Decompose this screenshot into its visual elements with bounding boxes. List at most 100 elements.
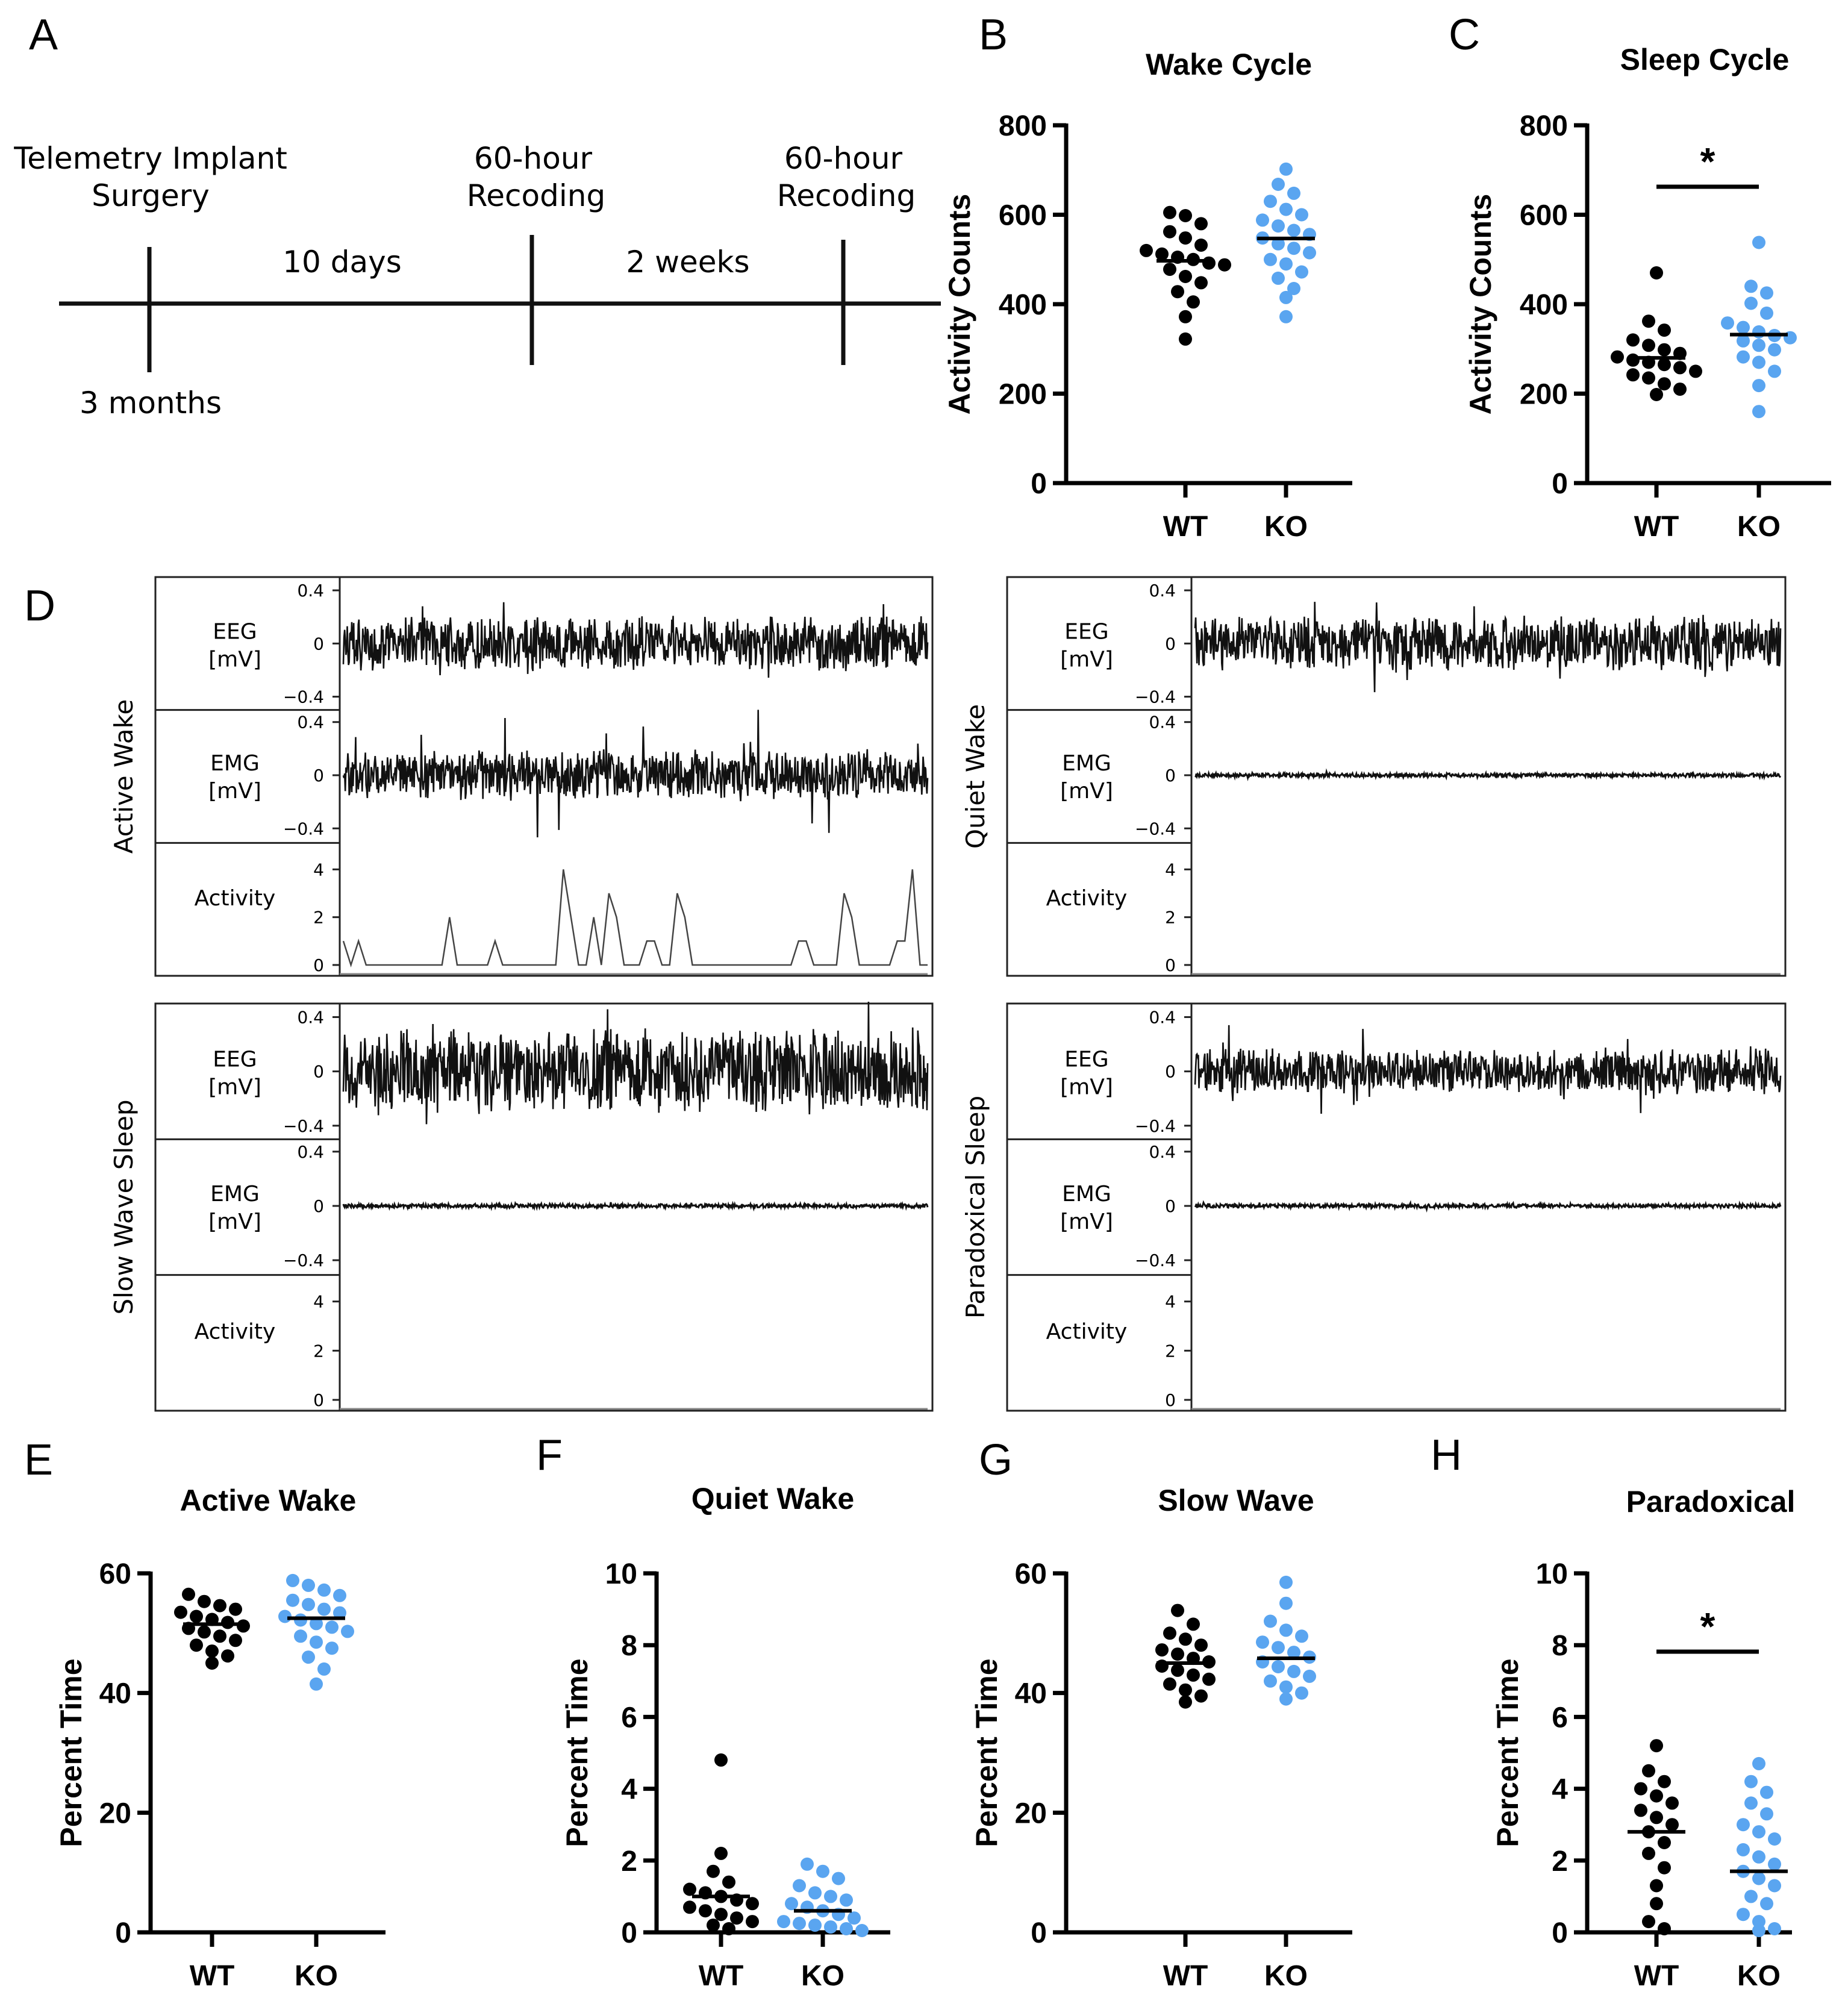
y-tick-label: 600 — [1520, 200, 1568, 232]
data-point — [1673, 382, 1687, 396]
y-tick-label: 10 — [605, 1558, 637, 1590]
data-point — [317, 1662, 331, 1676]
y-tick-label: 20 — [1015, 1797, 1047, 1829]
data-point — [1272, 1660, 1285, 1673]
data-point — [1760, 1785, 1773, 1799]
series-wt — [683, 1753, 759, 1935]
y-axis-label: Activity Counts — [943, 194, 976, 415]
data-point — [286, 1573, 299, 1587]
data-point — [1650, 1789, 1663, 1803]
chart-title: Sleep Cycle — [1620, 43, 1790, 76]
series-ko — [278, 1573, 354, 1691]
data-point — [1295, 265, 1308, 279]
trace-panels: Active Wake EEG [mV] 0.4 0 −0.4 EMG [mV] 0.4 0 −0.… — [109, 576, 1787, 1412]
data-point — [1650, 266, 1663, 279]
sleep-state-label: Slow Wave Sleep — [109, 1099, 139, 1314]
data-point — [1171, 1603, 1184, 1617]
data-point — [1737, 350, 1750, 364]
data-point — [1658, 1775, 1671, 1788]
activity-label: Activity — [1046, 886, 1128, 911]
data-point — [341, 1625, 354, 1638]
data-point — [714, 1908, 728, 1922]
data-point — [1721, 316, 1734, 330]
data-point — [1689, 364, 1702, 378]
data-point — [1163, 1677, 1176, 1691]
unit-label: [mV] — [208, 779, 261, 804]
activity-tick-label: 2 — [313, 1341, 324, 1361]
activity-tick-label: 2 — [313, 908, 324, 928]
data-point — [1194, 1638, 1208, 1652]
data-point — [1665, 1796, 1679, 1810]
data-point — [1752, 379, 1765, 393]
activity-label: Activity — [195, 886, 276, 911]
data-point — [683, 1900, 696, 1914]
data-point — [1264, 1674, 1277, 1688]
timeline-interval-2: 2 weeks — [626, 245, 749, 279]
data-point — [722, 1875, 735, 1889]
data-point — [1650, 1879, 1663, 1893]
data-point — [840, 1893, 853, 1907]
data-point — [1287, 282, 1300, 295]
data-point — [1279, 257, 1293, 271]
data-point — [1650, 388, 1663, 401]
data-point — [1179, 1683, 1192, 1697]
data-point — [777, 1915, 790, 1929]
data-point — [1272, 237, 1285, 251]
data-point — [190, 1609, 203, 1623]
data-point — [1768, 1879, 1781, 1893]
data-point — [1287, 1664, 1300, 1678]
data-point — [1163, 205, 1176, 219]
data-point — [793, 1917, 806, 1931]
data-point — [1768, 1857, 1781, 1871]
data-point — [1287, 186, 1300, 200]
timeline-interval-1: 10 days — [283, 245, 402, 279]
data-point — [1752, 1756, 1765, 1770]
data-point — [1194, 1689, 1208, 1703]
data-point — [325, 1620, 339, 1634]
data-point — [746, 1915, 759, 1929]
data-point — [699, 1904, 712, 1918]
activity-tick-label: 0 — [313, 955, 324, 975]
x-tick-label: WT — [699, 1960, 744, 1992]
y-axis-label: Activity Counts — [1464, 194, 1497, 415]
data-point — [1264, 252, 1277, 266]
data-point — [229, 1602, 242, 1616]
panel-letter-c: C — [1449, 11, 1480, 59]
data-point — [182, 1587, 195, 1601]
data-point — [1279, 202, 1293, 216]
data-point — [302, 1578, 315, 1592]
data-point — [1744, 1775, 1758, 1788]
data-point — [1279, 1596, 1293, 1610]
mv-tick-label: 0.4 — [297, 581, 324, 601]
emg-label: EMG — [210, 751, 260, 776]
data-point — [1163, 225, 1176, 239]
data-point — [808, 1886, 822, 1900]
data-point — [1752, 1872, 1765, 1885]
y-tick-label: 800 — [1520, 110, 1568, 142]
data-point — [198, 1625, 211, 1639]
chart-title: Paradoxical — [1626, 1485, 1796, 1519]
y-tick-label: 2 — [621, 1846, 637, 1878]
data-point — [1744, 1890, 1758, 1903]
chart-title: Wake Cycle — [1146, 48, 1312, 81]
data-point — [1279, 162, 1293, 176]
x-tick-label: KO — [1737, 1960, 1781, 1992]
mv-tick-label: −0.4 — [283, 1250, 324, 1270]
panel-letter-g: G — [979, 1436, 1013, 1484]
mv-tick-label: 0 — [1165, 634, 1176, 654]
series-ko — [1256, 1575, 1316, 1706]
series-ko — [1721, 236, 1797, 419]
data-point — [1287, 242, 1300, 255]
data-point — [1256, 1635, 1269, 1649]
data-point — [1287, 1646, 1300, 1659]
data-point — [174, 1605, 187, 1619]
data-point — [1744, 296, 1758, 310]
x-tick-label: WT — [190, 1960, 235, 1992]
data-point — [213, 1629, 226, 1643]
data-point — [1303, 1669, 1316, 1683]
data-point — [1179, 332, 1192, 346]
data-point — [317, 1583, 331, 1597]
y-tick-label: 400 — [1520, 289, 1568, 321]
data-point — [1752, 1825, 1765, 1839]
data-point — [1295, 1686, 1308, 1700]
